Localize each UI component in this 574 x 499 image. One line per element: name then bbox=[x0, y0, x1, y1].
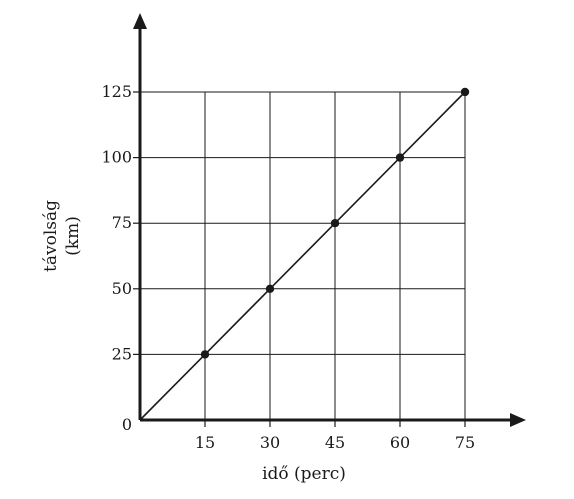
y-axis-title-line-1: távolság bbox=[41, 200, 61, 272]
x-axis-arrow-icon bbox=[510, 413, 526, 427]
y-axis-arrow-icon bbox=[133, 13, 147, 29]
data-point bbox=[460, 87, 470, 97]
y-axis-title-line-2: (km) bbox=[63, 216, 83, 256]
y-tick-label: 75 bbox=[112, 213, 132, 232]
axes bbox=[133, 13, 526, 427]
series-line bbox=[139, 91, 466, 421]
data-point bbox=[395, 153, 405, 162]
x-tick-label: 15 bbox=[195, 433, 215, 452]
data-point bbox=[265, 284, 275, 293]
y-tick-label: 125 bbox=[101, 82, 132, 101]
x-tick-label: 45 bbox=[325, 433, 345, 452]
grid bbox=[140, 91, 466, 420]
y-tick-label: 25 bbox=[112, 344, 132, 363]
tick-labels: 15 30 45 60 75 25 50 75 100 125 0 bbox=[101, 82, 475, 452]
x-tick-label: 60 bbox=[390, 433, 410, 452]
origin-label: 0 bbox=[122, 415, 132, 434]
y-axis-title: távolság (km) bbox=[41, 200, 83, 272]
x-axis-title: idő (perc) bbox=[262, 464, 346, 484]
x-tick-label: 30 bbox=[260, 433, 280, 452]
data-point bbox=[200, 350, 210, 359]
series bbox=[139, 87, 470, 421]
y-tick-label: 100 bbox=[101, 148, 132, 167]
axis-titles: idő (perc) távolság (km) bbox=[41, 200, 346, 484]
data-point bbox=[330, 219, 340, 228]
y-tick-label: 50 bbox=[112, 279, 132, 298]
x-tick-label: 75 bbox=[455, 433, 475, 452]
